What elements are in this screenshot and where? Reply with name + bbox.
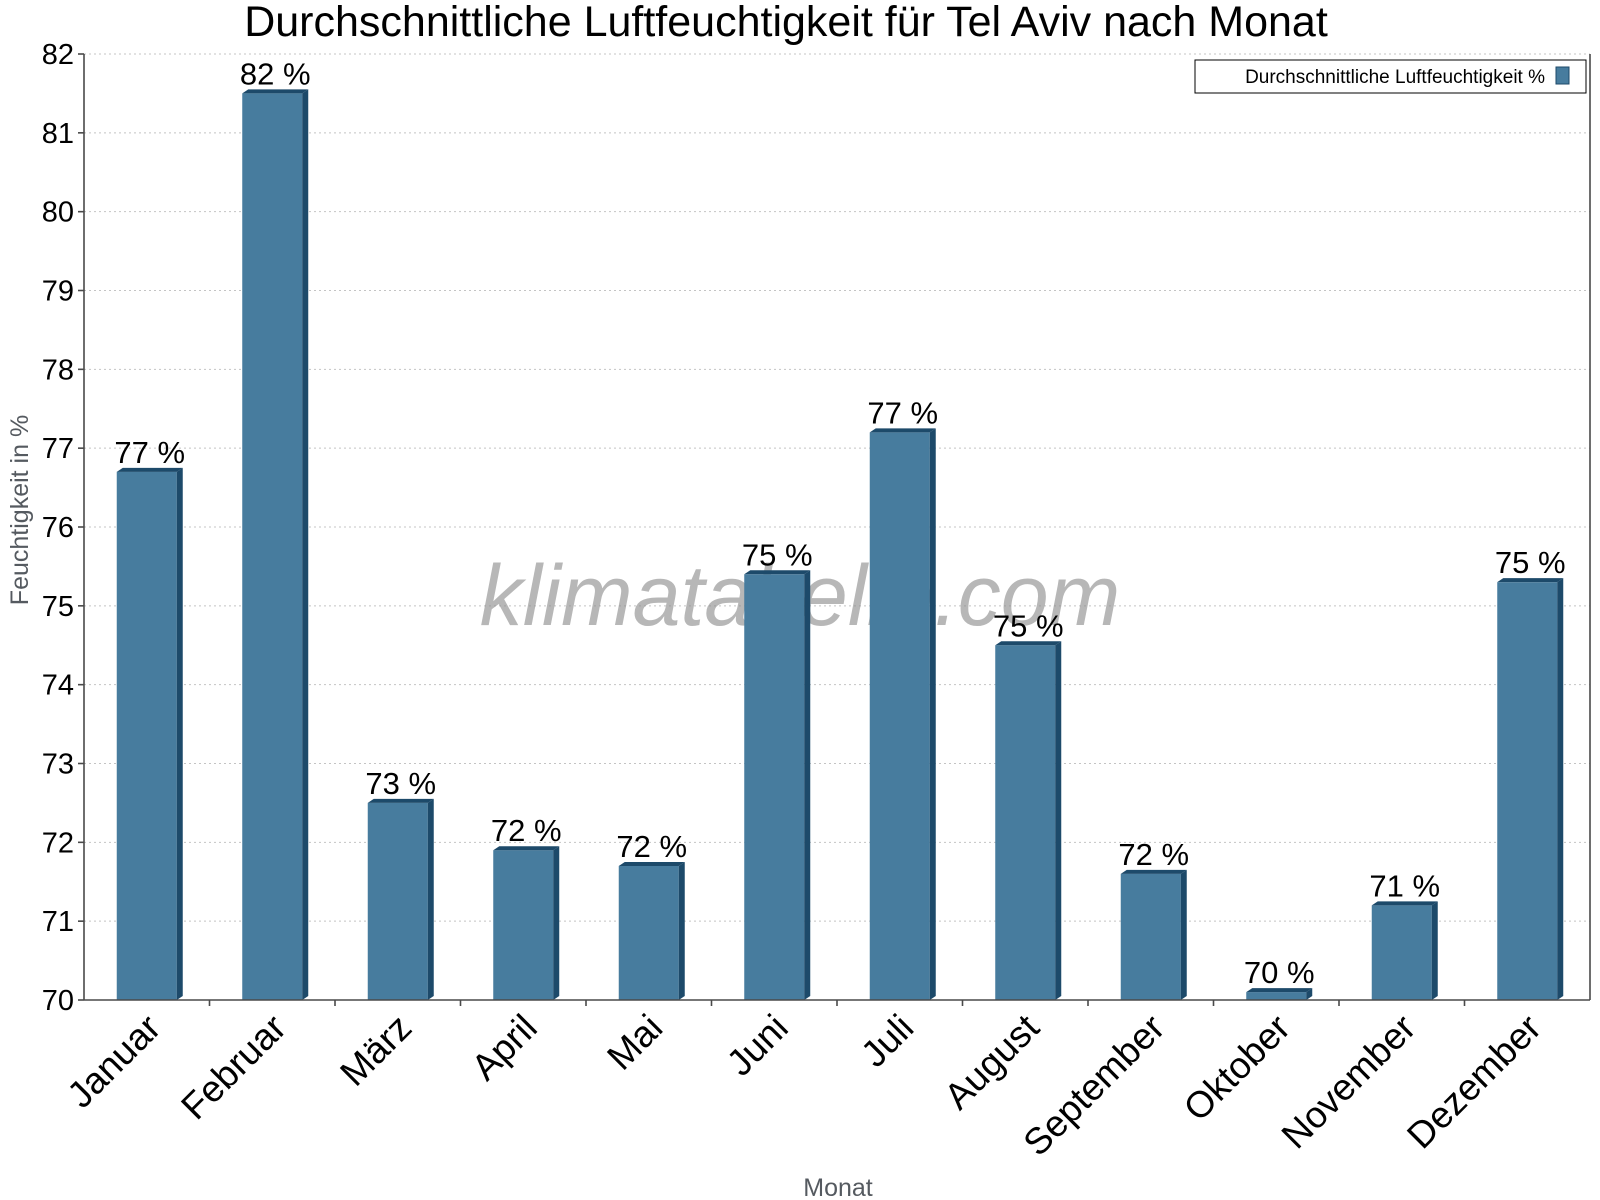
bar (116, 471, 177, 1001)
y-tick-label: 70 (42, 985, 74, 1017)
data-label: 73 % (365, 766, 436, 801)
bar-side-face (427, 798, 434, 1000)
bars (116, 89, 1564, 1001)
y-axis-title: Feuchtigkeit in % (6, 415, 34, 605)
bar-3 (367, 798, 434, 1000)
x-tick-label: Dezember (1399, 1007, 1549, 1157)
bar-4 (493, 846, 560, 1000)
gridlines (84, 53, 1590, 922)
bar-side-face (1055, 641, 1062, 1000)
bar-8 (995, 641, 1062, 1000)
data-label: 75 % (742, 537, 813, 572)
x-tick-label: Mai (599, 1007, 670, 1078)
y-tick-label: 73 (42, 749, 74, 781)
data-label: 77 % (867, 395, 938, 430)
bar-top-face (367, 798, 434, 803)
x-tick-label: Juni (719, 1007, 796, 1084)
bar-side-face (302, 89, 309, 1000)
legend-box (1194, 59, 1587, 94)
x-tick-label: August (936, 1006, 1047, 1117)
x-tick-label: Oktober (1176, 1007, 1298, 1129)
bar-7 (869, 428, 936, 1000)
bar (1371, 905, 1432, 1000)
bar-side-face (1431, 901, 1438, 1000)
bar (242, 93, 303, 1000)
bar-top-face (1120, 869, 1187, 874)
data-label: 82 % (240, 56, 311, 91)
bar-top-face (744, 570, 811, 575)
bar-top-face (995, 641, 1062, 646)
y-tick-label: 71 (42, 906, 74, 938)
x-tick-labels: Januar Februar März April Mai Juni Juli AugustS… (59, 1006, 1548, 1163)
x-axis-title: Monat (803, 1174, 873, 1200)
data-labels: 77 % 82 % 73 % 72 % 72 % 75 % 77 % 75 % 72 % 70 %… (114, 56, 1565, 990)
bar-1 (116, 467, 183, 1001)
y-tick-label: 77 (42, 433, 74, 465)
bar-top-face (869, 428, 936, 433)
axes (78, 53, 1591, 1006)
data-label: 75 % (1495, 545, 1566, 580)
y-tick-label: 79 (42, 276, 74, 308)
x-tick-label: März (332, 1007, 419, 1094)
bar-top-face (242, 89, 309, 94)
bar-side-face (1557, 578, 1564, 1000)
bar-side-face (804, 570, 811, 1000)
bar-2 (242, 89, 309, 1000)
bar (1120, 873, 1181, 1000)
y-tick-labels: 70 71 72 73 74 75 76 77 78 79 80 81 82 (42, 39, 74, 1017)
bar (1497, 582, 1558, 1000)
bar-10 (1246, 988, 1313, 1000)
bar (995, 645, 1056, 1000)
bar-6 (744, 570, 811, 1000)
legend: Durchschnittliche Luftfeuchtigkeit % (1194, 59, 1587, 94)
bar-11 (1371, 901, 1438, 1000)
bar-5 (618, 861, 685, 1000)
bar-side-face (1180, 869, 1187, 1000)
legend-entry-label: Durchschnittliche Luftfeuchtigkeit % (1245, 67, 1545, 88)
y-tick-label: 78 (42, 354, 74, 386)
bar-9 (1120, 869, 1187, 1000)
y-tick-label: 75 (42, 591, 74, 623)
x-tick-label: April (464, 1007, 545, 1088)
data-label: 72 % (491, 813, 562, 848)
bar (869, 432, 930, 1000)
chart-title: Durchschnittliche Luftfeuchtigkeit für T… (244, 0, 1328, 46)
bar-side-face (678, 861, 685, 1000)
bar-top-face (1371, 901, 1438, 906)
y-tick-label: 76 (42, 512, 74, 544)
y-tick-label: 80 (42, 197, 74, 229)
x-tick-label: Juli (853, 1007, 921, 1075)
legend-swatch (1555, 66, 1570, 85)
bar-side-face (929, 428, 936, 1000)
bar-top-face (618, 861, 685, 866)
bar (1246, 992, 1307, 1000)
data-label: 72 % (1118, 837, 1189, 872)
data-label: 70 % (1244, 955, 1315, 990)
bar-side-face (176, 467, 183, 1001)
y-tick-label: 74 (42, 670, 74, 702)
bar (744, 574, 805, 1000)
bar-side-face (1306, 988, 1313, 1000)
y-tick-label: 72 (42, 827, 74, 859)
y-tick-label: 81 (42, 118, 74, 150)
bar (493, 850, 554, 1000)
bar-top-face (1246, 988, 1313, 993)
x-tick-label: Februar (173, 1007, 294, 1128)
x-tick-label: November (1274, 1007, 1424, 1157)
bar-top-face (116, 467, 183, 472)
bar-top-face (1497, 578, 1564, 583)
data-label: 71 % (1369, 868, 1440, 903)
x-tick-label: Januar (59, 1007, 168, 1116)
data-label: 72 % (616, 829, 687, 864)
bar-top-face (493, 846, 560, 851)
bar (367, 802, 428, 1000)
bar-side-face (553, 846, 560, 1000)
data-label: 77 % (114, 435, 185, 470)
bar-12 (1497, 578, 1564, 1000)
bar (618, 865, 679, 1000)
y-tick-label: 82 (42, 39, 74, 71)
data-label: 75 % (993, 608, 1064, 643)
